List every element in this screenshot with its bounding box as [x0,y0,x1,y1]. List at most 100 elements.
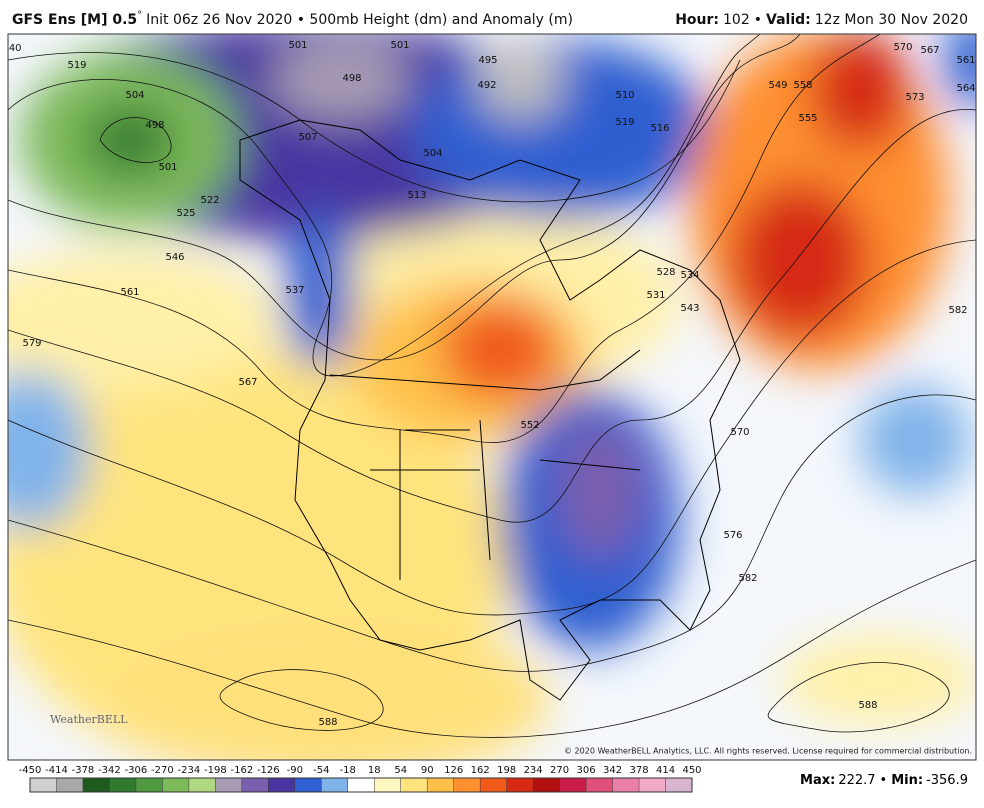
colorbar-swatch [109,778,136,792]
contour-label: 513 [407,190,426,201]
contour-label: 543 [680,303,699,314]
contour-label: 516 [650,123,669,134]
contour-label: 570 [893,42,912,53]
colorbar-tick-label: -198 [204,765,227,776]
colorbar-tick-label: -378 [72,765,95,776]
map: WeatherBELL © 2020 WeatherBELL Analytics… [2,34,976,760]
contour-label: 567 [238,377,257,388]
colorbar-swatch [241,778,269,792]
colorbar-tick-label: 234 [524,765,543,776]
colorbar-swatch [374,778,401,792]
colorbar-swatch [268,778,295,792]
colorbar-tick-label: 198 [497,765,516,776]
colorbar-tick-label: -342 [98,765,121,776]
header-right: Hour: 102 • Valid: 12z Mon 30 Nov 2020 [675,12,968,28]
contour-label: 537 [285,285,304,296]
height-contours [8,34,976,738]
model: GFS Ens [M] 0.5 [12,12,137,28]
colorbar-tick-label: -162 [230,765,253,776]
contour-label: 531 [646,290,665,301]
valid: 12z Mon 30 Nov 2020 [815,12,968,28]
contour-label: 555 [798,113,817,124]
description: Init 06z 26 Nov 2020 • 500mb Height (dm)… [146,12,573,28]
colorbar-tick-label: 54 [394,765,407,776]
contour-label: 588 [858,700,877,711]
stats: Max: 222.7 • Min: -356.9 [800,773,968,788]
colorbar-swatch [215,778,242,792]
copyright: © 2020 WeatherBELL Analytics, LLC. All r… [564,747,972,756]
colorbar-swatch [639,778,666,792]
logo: WeatherBELL [50,713,128,726]
colorbar-tick-label: 342 [603,765,622,776]
contour-label: 504 [125,90,144,101]
contour-label: 573 [905,92,924,103]
contour-label: 546 [165,252,184,263]
hour: 102 [723,12,750,28]
colorbar: -450 -414 -378 -342 -306 -270 -234 -198 -162 -126… [19,765,702,793]
min-label: Min: [891,773,923,788]
coastline [239,119,741,701]
colorbar-tick-label: 162 [471,765,490,776]
colorbar-tick-label: -306 [125,765,148,776]
colorbar-swatch [347,778,375,792]
contour-label: 498 [145,120,164,131]
colorbar-swatch [294,778,322,792]
contour-label: 549 [768,80,787,91]
contour-label: 582 [948,305,967,316]
colorbar-swatch [453,778,481,792]
colorbar-tick-label: -270 [151,765,174,776]
colorbar-swatch [82,778,110,792]
colorbar-swatch [506,778,534,792]
contour-label: 567 [920,45,939,56]
colorbar-swatch [427,778,454,792]
contour-label: 519 [615,117,634,128]
contour-label: 492 [477,80,496,91]
anomaly-field [8,34,976,760]
max-label: Max: [800,773,835,788]
colorbar-tick-label: -414 [45,765,68,776]
colorbar-swatch [665,778,692,792]
contour-label: 495 [478,55,497,66]
colorbar-tick-label: -90 [287,765,303,776]
contour-label: 588 [318,717,337,728]
colorbar-tick-label: 126 [444,765,463,776]
colorbar-tick-label: 450 [682,765,701,776]
contour-label: 519 [67,60,86,71]
colorbar-tick-label: 378 [629,765,648,776]
colorbar-tick-label: -54 [313,765,329,776]
colorbar-tick-label: -234 [178,765,201,776]
contour-label: 552 [520,420,539,431]
hour-label: Hour: [675,12,719,28]
contour-label: 576 [723,530,742,541]
colorbar-tick-label: 270 [550,765,569,776]
colorbar-swatch [30,778,57,792]
contour-label: 501 [158,162,177,173]
colorbar-tick-label: 90 [421,765,434,776]
colorbar-swatch [56,778,83,792]
contour-label: 528 [656,267,675,278]
colorbar-swatch [135,778,163,792]
map-frame [7,33,977,761]
min: -356.9 [926,773,968,788]
valid-label: Valid: [766,12,811,28]
contour-label: 579 [22,338,41,349]
colorbar-tick-label: 306 [577,765,596,776]
contour-label: 561 [956,55,975,66]
borders [329,349,641,580]
contour-label: 564 [956,83,975,94]
contour-label: 501 [390,40,409,51]
degree: ° [137,10,142,21]
contour-label: 558 [793,80,812,91]
colorbar-swatch [400,778,428,792]
colorbar-tick-label: -126 [257,765,280,776]
separator: • [880,773,888,788]
contour-label: 510 [615,90,634,101]
colorbar-tick-label: 18 [368,765,381,776]
colorbar-swatch [586,778,613,792]
contour-label: 561 [120,287,139,298]
contour-label: 522 [200,195,219,206]
colorbar-swatch [480,778,507,792]
contour-label: 540 [2,43,21,54]
colorbar-swatch [612,778,640,792]
